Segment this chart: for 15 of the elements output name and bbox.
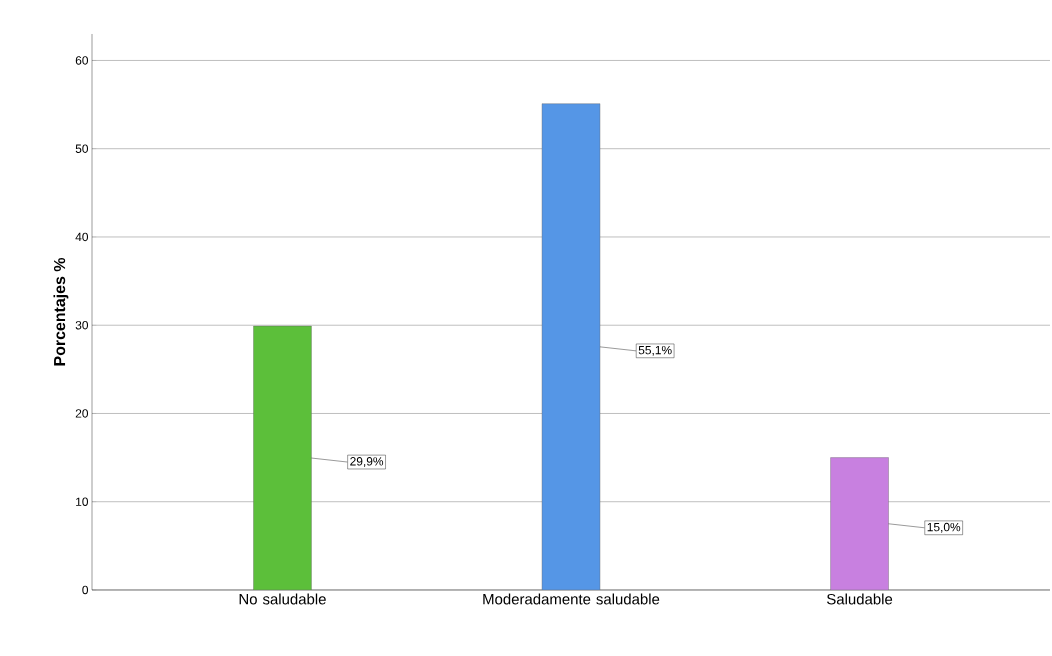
x-tick-label: Moderadamente saludable <box>483 593 660 605</box>
y-tick-label: 50 <box>75 144 89 153</box>
y-tick-label: 10 <box>76 497 89 506</box>
y-axis-title: Porcentajes % <box>53 257 69 366</box>
y-tick-label: 60 <box>75 56 89 65</box>
y-tick-label: 30 <box>75 320 89 330</box>
data-label: 55,1% <box>638 345 672 356</box>
y-tick-label: 40 <box>75 232 89 242</box>
x-tick-label: Saludable <box>827 593 893 605</box>
data-label: 15,0% <box>927 522 961 533</box>
x-tick-label: No saludable <box>239 593 326 605</box>
bar <box>830 457 889 590</box>
data-label: 29,9% <box>350 457 384 467</box>
y-tick-label: 20 <box>75 409 89 418</box>
y-tick-label: 0 <box>82 585 89 595</box>
